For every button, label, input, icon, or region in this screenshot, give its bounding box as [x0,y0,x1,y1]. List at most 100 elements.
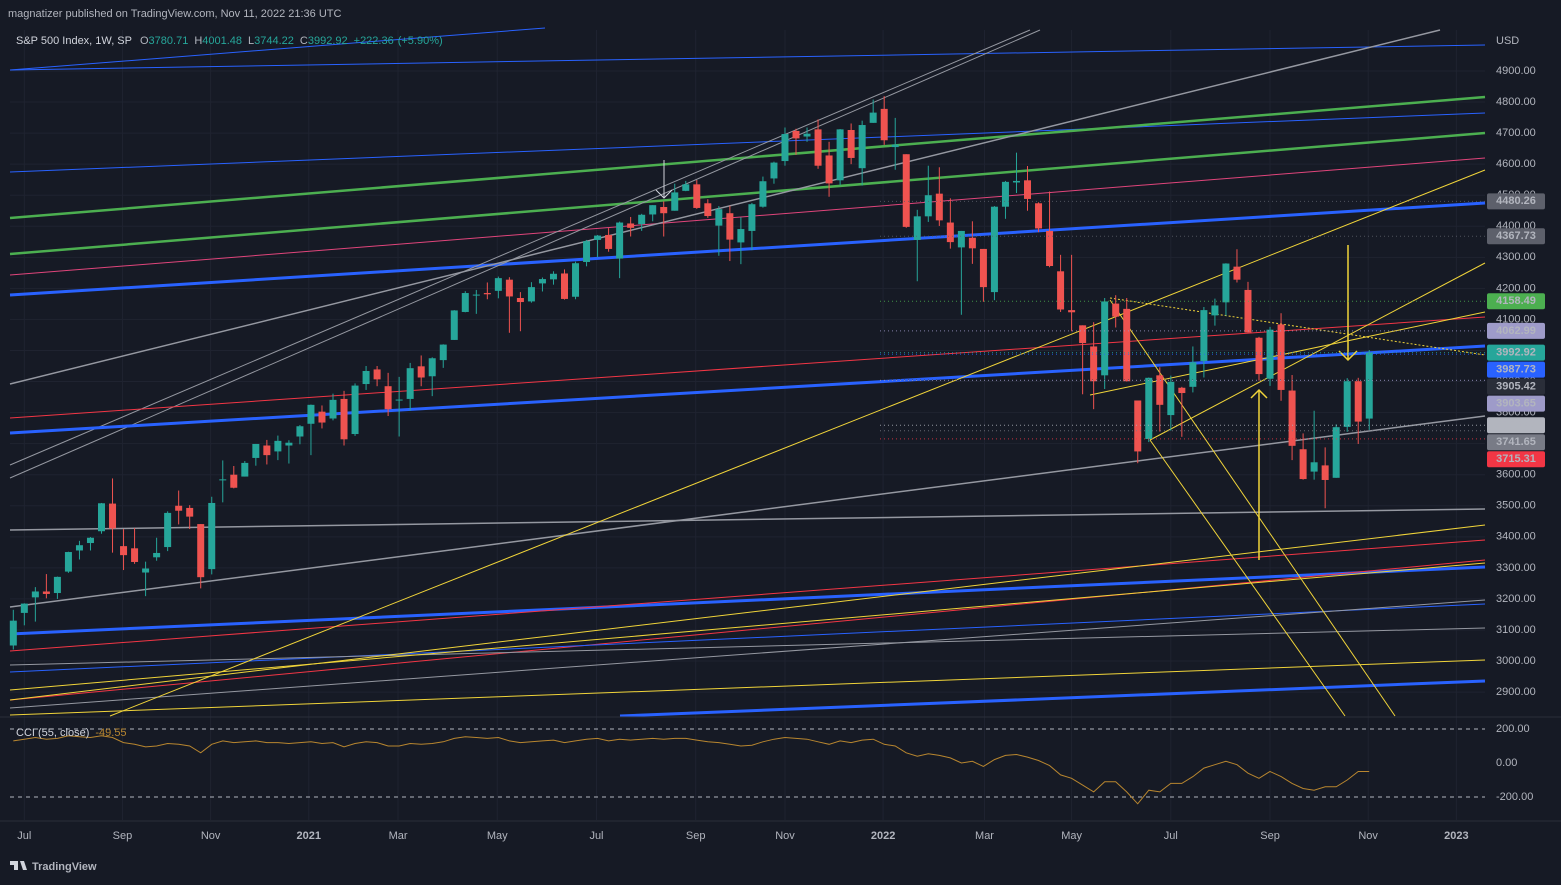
trendline [9,562,1486,691]
publish-note: magnatizer published on TradingView.com,… [8,8,342,20]
candle-body [31,591,39,598]
legend-value: 4001.48 [202,35,242,47]
candle-body [572,263,580,297]
x-tick-label: 2021 [297,830,321,842]
candle-body [836,129,844,181]
candle-body [660,207,668,214]
price-badge [1487,322,1545,339]
candle-body [53,576,61,594]
candle-body [527,287,535,302]
price-badge-label: 3905.42 [1496,381,1536,393]
candle-body [693,184,701,208]
candle-body [1012,180,1020,183]
candle-body [704,203,712,217]
trendline [619,679,1486,718]
legend-change-pct: (+5.90%) [398,35,443,47]
y-tick-label: 4600.00 [1496,158,1536,170]
trendline [9,201,1486,297]
candle-body [384,386,392,410]
legend-value: 3992.92 [308,35,348,47]
y-tick-label: 4300.00 [1496,251,1536,263]
candle-body [1156,375,1164,405]
candle-body [671,192,679,211]
trendline [9,539,1486,652]
legend-key: H [194,35,202,47]
candle-body [858,125,866,169]
price-badge-label: 3903.65 [1496,398,1536,410]
legend-key: O [140,35,149,47]
candle-body [483,293,491,295]
candle-body [395,399,403,401]
candle-body [450,310,458,340]
candle-body [461,293,469,312]
x-tick-label: Jul [1164,830,1178,842]
legend-change: +222.36 [354,35,394,47]
candle-body [329,399,337,419]
price-badge [1487,344,1545,361]
y-tick-label: 2900.00 [1496,686,1536,698]
candle-body [263,445,271,456]
candle-body [131,548,139,562]
price-badge [1487,293,1545,310]
candle-body [252,443,260,458]
candle-body [142,568,150,573]
price-badge-label: 3715.31 [1496,453,1536,465]
candle-body [627,223,635,228]
candle-body [748,204,756,231]
y-tick-label: 3400.00 [1496,531,1536,543]
x-tick-label: Jul [17,830,31,842]
logo-icon [10,861,27,870]
candle-body [274,440,282,452]
candle-body [902,154,910,227]
cci-tick-label: 200.00 [1496,723,1530,735]
candle-body [792,130,800,139]
candle-body [726,213,734,240]
trendline [1109,299,1396,717]
trendline [9,29,1041,479]
candle-body [583,241,591,262]
trendline [9,524,1486,701]
x-tick-label: May [487,830,508,842]
trendline [9,316,1486,419]
candle-body [1068,310,1076,313]
trendline [9,565,1486,636]
x-tick-label: Nov [775,830,795,842]
candle-body [1167,381,1175,416]
x-tick-label: 2023 [1444,830,1468,842]
trendline [9,157,1486,276]
candle-body [9,620,17,646]
y-tick-label: 3300.00 [1496,562,1536,574]
candle-body [638,214,646,225]
candle-body [814,129,822,166]
trendline [1089,311,1486,396]
candle-body [715,209,723,226]
trendline [9,29,1031,466]
x-tick-label: Jul [589,830,603,842]
cci-line [13,735,1370,805]
candle-body [1310,462,1318,472]
legend-value: 3744.22 [254,35,294,47]
candle-body [1046,230,1054,267]
candle-body [605,234,613,249]
candle-body [616,222,624,259]
candle-body [1079,325,1087,344]
price-badge [1487,378,1545,395]
candle-body [979,248,987,288]
x-tick-label: Mar [975,830,994,842]
trendline [9,44,1486,71]
candle-body [64,552,72,572]
candle-body [561,273,569,299]
candle-body [682,184,690,191]
candle-body [1001,181,1009,207]
trendline [1109,297,1486,356]
candle-body [1255,337,1263,375]
y-tick-label: 4800.00 [1496,96,1536,108]
y-tick-label: 4100.00 [1496,313,1536,325]
candle-body [549,273,557,280]
trendline [9,29,1441,385]
candle-body [538,279,546,284]
candle-body [230,474,238,488]
candle-body [869,112,877,123]
